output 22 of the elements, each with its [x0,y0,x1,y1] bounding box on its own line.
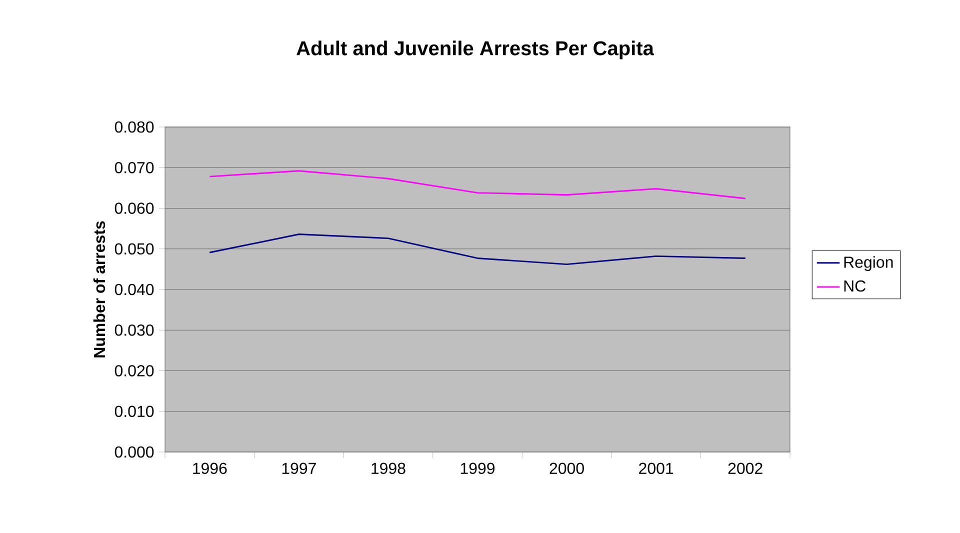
x-tick-label: 1996 [193,462,227,474]
x-tick-label: 2002 [728,462,762,474]
chart-title: Adult and Juvenile Arrests Per Capita [296,40,654,60]
x-tick-label: 2000 [550,462,584,474]
y-axis-title: Number of arrests [93,221,106,358]
y-tick-label: 0.070 [114,162,154,174]
y-tick-label: 0.020 [114,365,154,376]
y-tick-label: 0.080 [114,121,154,133]
legend-label: Region [844,256,893,272]
x-tick-label: 1998 [372,462,406,474]
y-tick-label: 0.050 [114,243,154,255]
legend-label: NC [844,280,866,292]
y-tick-label: 0.030 [114,324,154,336]
x-tick-label: 1999 [460,462,495,474]
y-tick-label: 0.040 [114,284,154,296]
y-tick-label: 0.010 [114,406,154,418]
x-tick-label: 2001 [639,462,674,474]
x-tick-label: 1997 [282,462,316,474]
y-tick-label: 0.000 [114,446,154,458]
y-tick-label: 0.060 [114,202,154,214]
line-series [208,170,746,200]
line-series [208,234,746,266]
